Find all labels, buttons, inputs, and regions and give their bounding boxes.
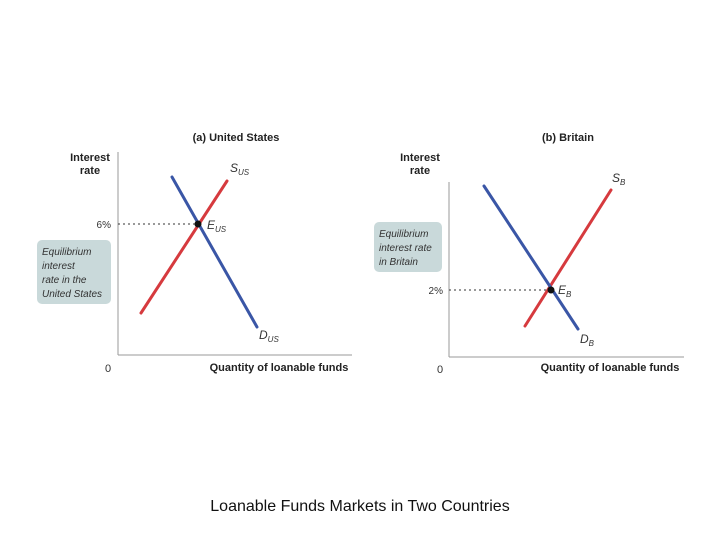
- y-axis-label: Interest: [400, 152, 440, 164]
- x-axis-label: Quantity of loanable funds: [210, 362, 349, 374]
- panel-united-states: (a) United States Interest rate 0 Quanti…: [37, 132, 352, 375]
- equilibrium-label: EB: [558, 283, 572, 299]
- callout-line: rate in the: [42, 275, 87, 286]
- origin-label: 0: [105, 363, 111, 375]
- y-axis-label-line2: rate: [80, 165, 100, 177]
- callout-line: interest: [42, 261, 76, 272]
- y-axis-label: Interest: [70, 152, 110, 164]
- supply-curve: [523, 188, 613, 328]
- demand-curve-label: DB: [580, 332, 595, 348]
- supply-curve-label: SB: [612, 171, 626, 187]
- y-axis-label-line2: rate: [410, 165, 430, 177]
- supply-curve: [139, 179, 229, 315]
- panel-title: (b) Britain: [542, 132, 594, 144]
- equilibrium-point: [194, 220, 202, 228]
- callout-line: in Britain: [379, 257, 418, 268]
- panel-britain: (b) Britain Interest rate 0 Quantity of …: [374, 132, 684, 376]
- callout-line: interest rate: [379, 243, 432, 254]
- equilibrium-label: EUS: [207, 218, 227, 234]
- figure-caption: Loanable Funds Markets in Two Countries: [210, 498, 510, 515]
- demand-curve: [482, 184, 580, 331]
- callout-line: Equilibrium: [42, 247, 91, 258]
- equilibrium-callout-box: [37, 240, 111, 304]
- equilibrium-callout-box: [374, 222, 442, 272]
- equilibrium-point: [547, 286, 555, 294]
- callout-line: United States: [42, 289, 102, 300]
- demand-curve: [170, 175, 259, 329]
- rate-tick-label: 6%: [97, 220, 112, 231]
- supply-curve-label: SUS: [230, 161, 250, 177]
- demand-curve-label: DUS: [259, 328, 279, 344]
- origin-label: 0: [437, 364, 443, 376]
- rate-tick-label: 2%: [429, 286, 444, 297]
- panel-title: (a) United States: [193, 132, 280, 144]
- x-axis-label: Quantity of loanable funds: [541, 362, 680, 374]
- callout-line: Equilibrium: [379, 229, 428, 240]
